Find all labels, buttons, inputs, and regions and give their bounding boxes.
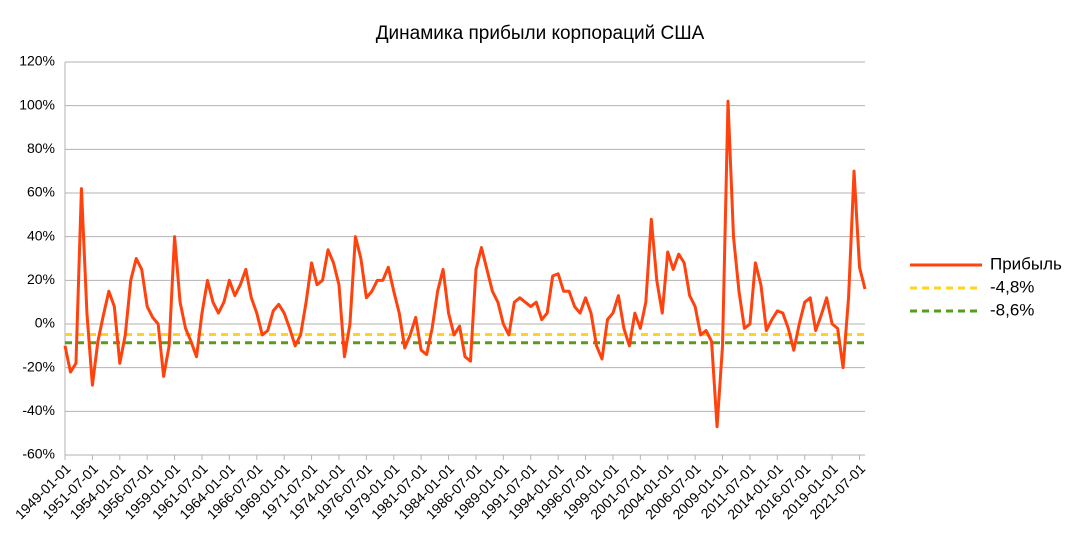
chart-title: Динамика прибыли корпораций США <box>376 23 705 44</box>
y-tick-label: 80% <box>27 140 55 156</box>
data-line <box>63 99 867 429</box>
y-tick-label: -20% <box>22 358 55 374</box>
legend-label: Прибыль <box>990 254 1062 273</box>
y-tick-label: 40% <box>27 227 55 243</box>
y-tick-label: -60% <box>22 446 55 462</box>
legend-label: -4,8% <box>990 277 1034 296</box>
y-tick-label: 60% <box>27 184 55 200</box>
y-tick-label: 120% <box>19 53 55 69</box>
y-tick-label: -40% <box>22 402 55 418</box>
y-tick-label: 100% <box>19 96 55 112</box>
legend-label: -8,6% <box>990 300 1034 319</box>
y-tick-label: 20% <box>27 271 55 287</box>
y-tick-label: 0% <box>35 315 55 331</box>
